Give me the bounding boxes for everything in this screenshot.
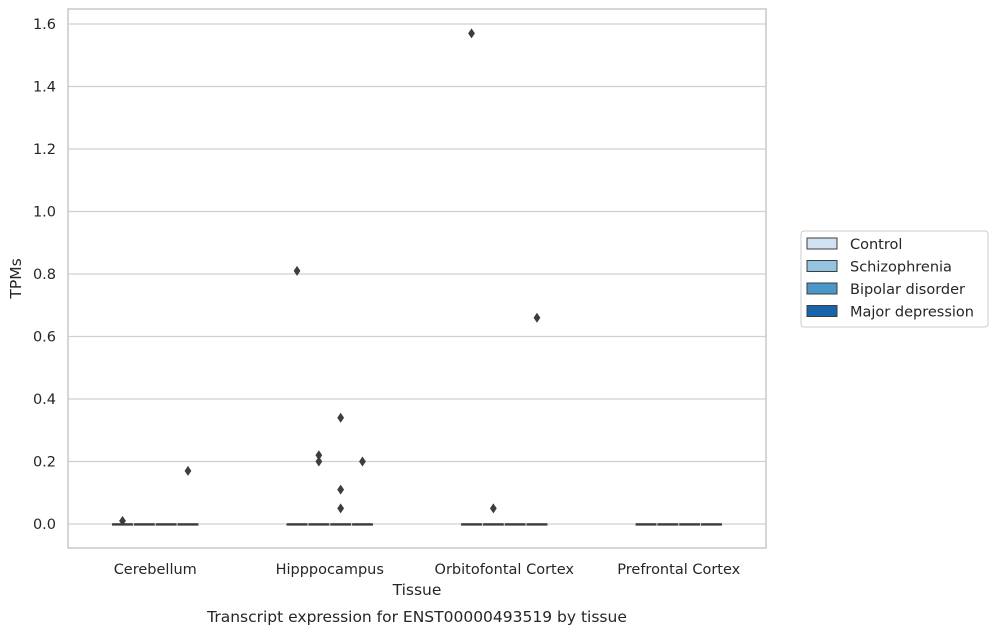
outliers [119, 28, 541, 526]
y-tick-label: 0.8 [33, 267, 56, 283]
legend-label: Bipolar disorder [850, 282, 965, 298]
gridlines [68, 23, 766, 525]
y-tick-label: 0.6 [33, 330, 56, 346]
y-axis-label: TPMs [7, 258, 25, 299]
legend-swatch [806, 237, 838, 250]
outlier-point [315, 450, 323, 461]
x-tick-label: Cerebellum [114, 562, 197, 578]
legend-swatch [806, 282, 838, 295]
outlier-point [293, 265, 301, 276]
outlier-point [119, 515, 126, 526]
plot-frame [67, 8, 767, 549]
x-axis-label: Tissue [392, 581, 442, 599]
legend-frame [800, 230, 989, 328]
legend-label: Control [850, 237, 902, 253]
outlier-point [184, 465, 192, 476]
legend-swatch [806, 260, 838, 272]
outlier-point [337, 503, 345, 514]
x-tick-label: Prefrontal Cortex [617, 562, 740, 578]
x-tick-label: Hipppocampus [276, 562, 384, 578]
y-tick-label: 0.4 [33, 392, 56, 408]
outlier-point [468, 28, 475, 39]
y-tick-label: 1.6 [33, 17, 56, 33]
outlier-point [533, 312, 541, 323]
legend-swatch [806, 305, 838, 317]
outlier-point [359, 456, 366, 467]
x-tick-label: Orbitofontal Cortex [435, 562, 575, 578]
chart-title: Transcript expression for ENST0000049351… [206, 608, 627, 626]
outlier-point [337, 412, 345, 423]
y-tick-label: 0.2 [33, 455, 56, 471]
legend-label: Major depression [850, 305, 974, 321]
y-tick-label: 1.4 [33, 80, 56, 96]
y-tick-label: 0.0 [33, 517, 56, 533]
y-tick-label: 1.0 [33, 205, 56, 221]
y-ticks: 0.0 0.2 0.4 0.6 0.8 1.0 1.2 1.4 1.6 [33, 17, 56, 533]
y-tick-label: 1.2 [33, 142, 56, 158]
legend: Control Schizophrenia Bipolar disorder Majo… [800, 230, 989, 328]
legend-label: Schizophrenia [850, 260, 952, 276]
outlier-point [315, 456, 323, 467]
x-ticks: Cerebellum Hipppocampus Orbitofontal Corte… [114, 562, 741, 578]
outlier-point [489, 503, 497, 514]
outlier-point [337, 484, 345, 495]
